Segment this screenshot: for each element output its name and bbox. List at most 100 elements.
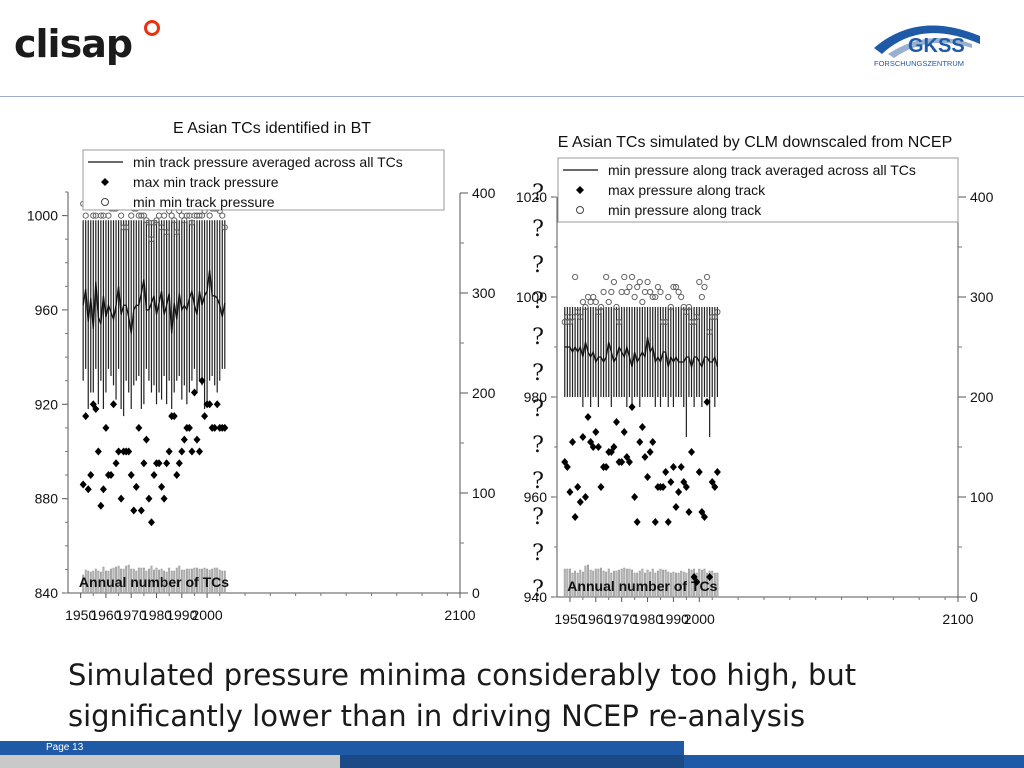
- x-tick-label: 1970: [606, 611, 637, 627]
- legend-entry-label: min pressure along track: [608, 202, 762, 218]
- bar-series-label: Annual number of TCs: [567, 578, 717, 594]
- min-point: [592, 298, 599, 306]
- min-point: [82, 212, 89, 219]
- min-point: [118, 212, 125, 219]
- min-point: [608, 288, 615, 296]
- min-point: [610, 278, 618, 286]
- caption-line-2: significantly lower than in driving NCEP…: [68, 699, 806, 733]
- max-point: [170, 412, 178, 421]
- count-bar: [711, 570, 714, 598]
- max-point: [589, 443, 597, 451]
- min-point: [161, 212, 168, 219]
- y2-tick-label: 100: [472, 485, 496, 501]
- count-bar: [160, 568, 163, 594]
- count-bar: [713, 572, 716, 598]
- max-point: [190, 388, 198, 397]
- count-bar: [206, 568, 209, 594]
- max-point: [700, 513, 708, 521]
- bar-series-label: Annual number of TCs: [79, 574, 229, 590]
- legend-box: [557, 157, 959, 223]
- count-bar: [102, 566, 105, 594]
- max-point: [672, 503, 680, 511]
- overlay-question-mark: ?: [532, 577, 544, 602]
- min-point: [709, 313, 716, 321]
- count-bar: [183, 569, 186, 594]
- count-bar: [84, 569, 87, 594]
- count-bar: [649, 571, 652, 598]
- min-point: [665, 293, 672, 301]
- max-point: [662, 468, 670, 476]
- max-point: [610, 443, 618, 451]
- x-tick-label: 1960: [90, 607, 121, 623]
- count-bar: [659, 568, 662, 598]
- min-point: [654, 283, 661, 291]
- max-point: [140, 459, 148, 468]
- max-point: [180, 435, 188, 444]
- max-point: [711, 483, 719, 491]
- count-bar: [690, 569, 693, 598]
- overlay-question-mark: ?: [532, 505, 544, 530]
- max-point: [178, 447, 186, 456]
- count-bar: [196, 567, 198, 594]
- max-point: [592, 428, 600, 436]
- overlay-question-mark: ?: [532, 541, 544, 566]
- max-point: [213, 400, 221, 409]
- count-bar: [135, 570, 138, 594]
- count-bar: [654, 572, 657, 598]
- count-bar: [221, 570, 224, 594]
- min-point: [652, 293, 659, 301]
- min-point: [662, 318, 669, 326]
- clm-chart: E Asian TCs simulated by CLM downscaled …: [516, 134, 994, 627]
- footer-blue-bar-right: [684, 755, 1024, 768]
- x-tick-label: 1970: [116, 607, 147, 623]
- count-bar: [97, 570, 100, 594]
- max-point: [125, 447, 133, 456]
- clisap-logo: clisap: [14, 20, 160, 66]
- min-point: [188, 219, 196, 226]
- count-bar: [170, 570, 173, 594]
- min-point: [105, 212, 112, 219]
- y-tick-label: 940: [524, 589, 548, 605]
- count-bar: [140, 567, 143, 594]
- count-bar: [600, 567, 602, 598]
- y2-tick-label: 200: [970, 389, 994, 405]
- max-point: [87, 471, 95, 480]
- bt-chart: E Asian TCs identified in BT 840 880 920 960…: [27, 120, 496, 623]
- max-point: [646, 448, 654, 456]
- min-point: [153, 217, 160, 224]
- y-tick-label: 880: [35, 491, 59, 507]
- min-point: [605, 298, 612, 306]
- max-point: [145, 494, 153, 503]
- max-point: [571, 513, 579, 521]
- min-point: [628, 273, 636, 281]
- max-point: [97, 501, 105, 510]
- count-bar: [566, 568, 569, 598]
- count-bar: [211, 568, 214, 594]
- max-point: [135, 423, 143, 432]
- gkss-logo-text: GKSS: [908, 35, 965, 57]
- max-point: [664, 518, 672, 526]
- max-point: [631, 493, 639, 501]
- count-bar: [675, 572, 677, 598]
- max-point: [107, 471, 115, 480]
- min-point: [714, 308, 721, 316]
- x-tick-label: 1980: [141, 607, 172, 623]
- overlay-question-mark: ?: [532, 361, 544, 386]
- y-tick-label: 960: [524, 489, 548, 505]
- chart-title: E Asian TCs simulated by CLM downscaled …: [558, 134, 953, 151]
- gkss-logo-subtext: FORSCHUNGSZENTRUM: [874, 59, 964, 68]
- count-bar: [158, 569, 160, 594]
- count-bar: [574, 570, 577, 598]
- count-bar: [122, 568, 125, 594]
- max-point: [638, 423, 646, 431]
- min-point: [597, 303, 605, 311]
- min-point: [595, 308, 602, 316]
- count-bar: [623, 567, 626, 598]
- overlay-question-mark: ?: [532, 325, 544, 350]
- count-bar: [672, 571, 675, 598]
- min-point: [196, 212, 203, 219]
- min-point: [603, 273, 610, 281]
- min-point: [566, 318, 574, 326]
- charts-svg: E Asian TCs identified in BT 840 880 920 960…: [27, 120, 994, 627]
- count-bar: [706, 572, 708, 598]
